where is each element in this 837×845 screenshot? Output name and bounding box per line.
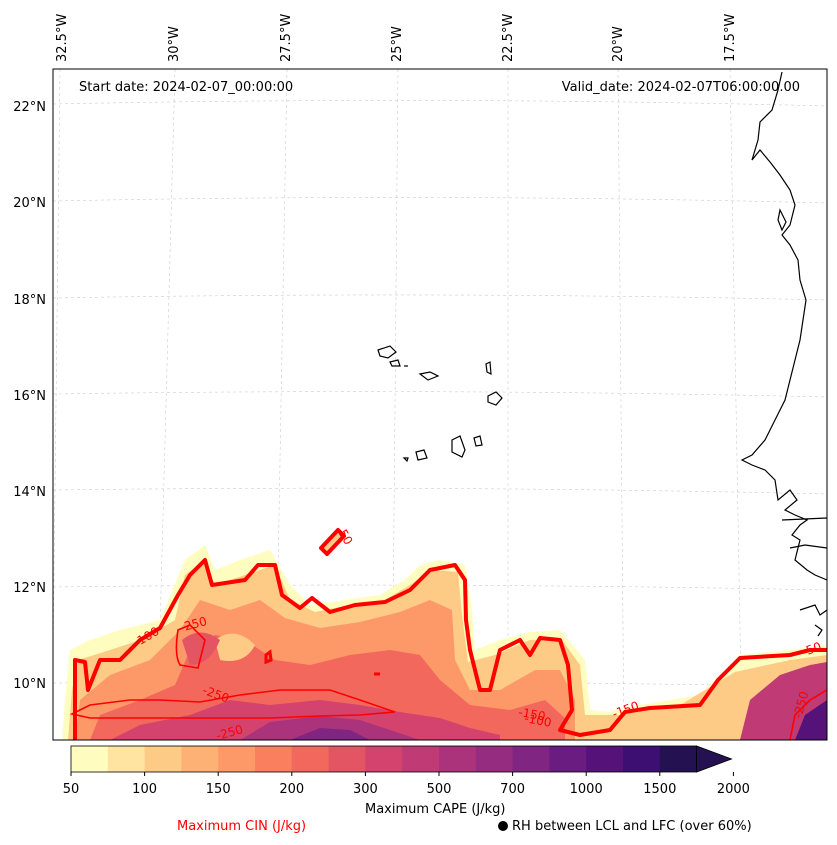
island	[377, 345, 397, 359]
lat-label: 12°N	[13, 581, 46, 596]
colorbar-segment	[291, 746, 330, 772]
cape-small-cell	[320, 528, 346, 555]
island	[451, 435, 466, 458]
colorbar-tick-label: 300	[353, 782, 378, 797]
colorbar-segment	[475, 746, 514, 772]
africa-coastline	[740, 71, 827, 581]
lat-label: 20°N	[13, 196, 46, 211]
africa-coast-detail	[781, 517, 827, 521]
island	[418, 371, 440, 381]
colorbar	[70, 745, 733, 773]
cin-tiny-blob	[264, 649, 273, 665]
africa-coast-detail	[799, 604, 827, 616]
colorbar-tick-label: 50	[63, 782, 80, 797]
colorbar-segment	[512, 746, 550, 772]
cin-label: -250	[178, 614, 208, 635]
lat-label: 14°N	[13, 485, 46, 500]
lon-label: 30°W	[167, 26, 182, 62]
colorbar-tick-label: 150	[206, 782, 231, 797]
cin-loop-west	[175, 624, 206, 669]
start-date-label: Start date: 2024-02-07_00:00:00	[79, 80, 293, 95]
colorbar-title: Maximum CAPE (J/kg)	[365, 802, 506, 817]
colorbar-segment	[181, 746, 219, 772]
lon-label: 17.5°W	[723, 14, 738, 62]
cin-small-cell	[319, 528, 346, 556]
lat-label: 10°N	[13, 677, 46, 692]
colorbar-segment	[107, 746, 146, 772]
colorbar-tick-label: 700	[500, 782, 525, 797]
island	[473, 435, 483, 447]
colorbar-tick-label: 1500	[643, 782, 676, 797]
lon-label: 32.5°W	[55, 14, 70, 62]
rh-legend: RH between LCL and LFC (over 60%)	[498, 819, 752, 834]
cin-label: -250	[215, 722, 245, 743]
africa-coast-detail	[814, 624, 823, 637]
colorbar-extend-arrow	[696, 745, 733, 773]
cin-label: -150	[517, 705, 546, 724]
colorbar-segment	[218, 746, 256, 772]
rh-legend-label: RH between LCL and LFC (over 60%)	[512, 819, 752, 834]
lon-label: 27.5°W	[279, 14, 294, 62]
cin-outline-thick	[73, 558, 827, 740]
colorbar-segment	[623, 746, 661, 772]
africa-coast-detail	[777, 208, 787, 232]
island	[485, 361, 492, 376]
cin-label: 50	[804, 639, 823, 657]
colorbar-segment	[71, 746, 109, 772]
africa-coast-detail	[789, 544, 827, 549]
colorbar-segment	[549, 746, 587, 772]
coastlines	[377, 71, 827, 637]
longitude-labels: 32.5°W 30°W 27.5°W 25°W 22.5°W 20°W 17.5…	[55, 14, 738, 62]
cin-label: -250	[791, 690, 812, 720]
lat-label: 16°N	[13, 389, 46, 404]
colorbar-tick-label: 200	[279, 782, 304, 797]
map-frame	[52, 68, 828, 741]
island	[402, 457, 409, 463]
colorbar-segment	[144, 746, 182, 772]
lon-label: 20°W	[611, 26, 626, 62]
colorbar-segment	[586, 746, 624, 772]
cin-label: 50	[336, 527, 356, 547]
colorbar-segment	[328, 746, 366, 772]
lat-label: 18°N	[13, 293, 46, 308]
cin-label: -100	[523, 711, 552, 730]
lon-label: 25°W	[390, 26, 405, 62]
latitude-labels: 22°N 20°N 18°N 16°N 14°N 12°N 10°N	[13, 100, 46, 692]
island	[415, 449, 428, 461]
cape-band-1000	[290, 728, 370, 740]
colorbar-segment	[255, 746, 293, 772]
colorbar-segment	[439, 746, 477, 772]
cin-east-line	[789, 689, 827, 740]
cin-inner-line	[69, 689, 396, 719]
cin-legend-label: Maximum CIN (J/kg)	[177, 819, 307, 834]
cin-contours	[69, 528, 827, 740]
cape-band-700	[240, 716, 420, 740]
colorbar-tick-label: 100	[132, 782, 157, 797]
colorbar-tick-label: 2000	[717, 782, 750, 797]
colorbar-frame	[70, 745, 697, 773]
colorbar-ticks: 50 100 150 200 300 500 700 1000 1500 2000	[63, 772, 750, 797]
cape-east-peak	[795, 700, 827, 740]
cape-pocket-light	[215, 633, 255, 661]
colorbar-tick-label: 1000	[570, 782, 603, 797]
island	[487, 391, 503, 406]
valid-date-label: Valid_date: 2024-02-07T06:00:00.00	[562, 80, 800, 95]
colorbar-tick-label: 500	[427, 782, 452, 797]
colorbar-segment	[659, 746, 698, 772]
colorbar-segment	[365, 746, 403, 772]
rh-dot-icon	[498, 821, 508, 831]
island	[389, 359, 401, 367]
colorbar-segment	[402, 746, 440, 772]
lat-label: 22°N	[13, 100, 46, 115]
lon-label: 22.5°W	[501, 14, 516, 62]
cape-pocket-dark	[182, 632, 220, 665]
